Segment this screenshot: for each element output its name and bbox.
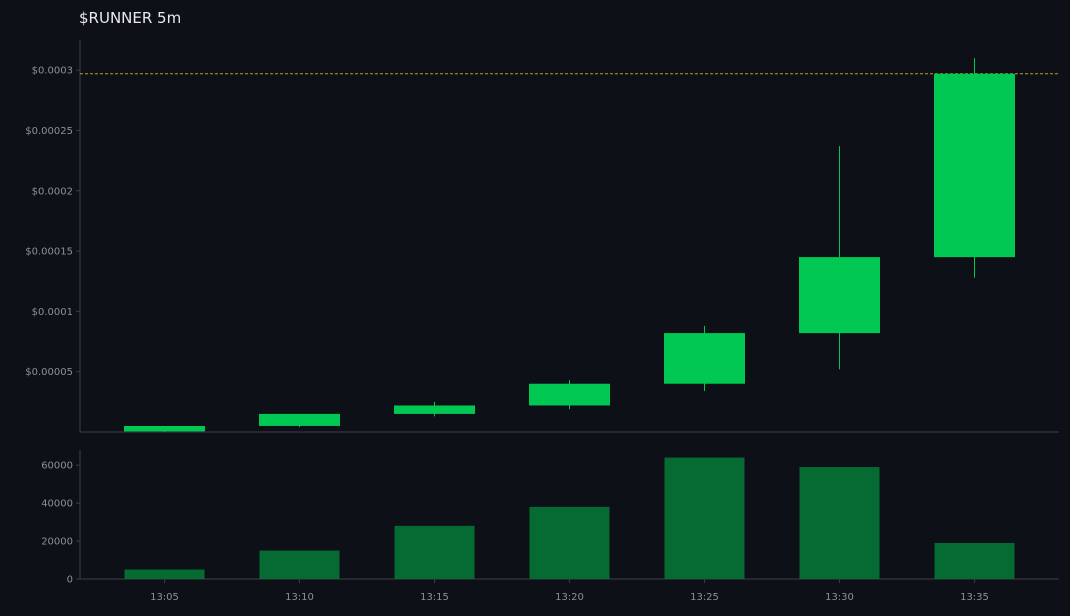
price-y-tick-label: $0.0002: [32, 186, 73, 197]
volume-panel: 0 20000 40000 60000 13:05 13:10 13:15 13:20 13:2…: [41, 450, 1059, 603]
volume-y-tick-label: 20000: [41, 537, 73, 548]
x-tick-label: 13:15: [420, 592, 449, 603]
x-tick-label: 13:35: [960, 592, 989, 603]
x-tick-label: 13:05: [150, 592, 179, 603]
volume-y-tick-label: 40000: [41, 499, 73, 510]
price-y-tick-label: $0.00025: [25, 126, 73, 137]
volume-bar: [394, 525, 475, 579]
chart-title: $RUNNER 5m: [79, 9, 182, 27]
volume-bar: [259, 550, 340, 579]
price-panel: $0.00005 $0.0001 $0.00015 $0.0002 $0.00025 $0…: [25, 40, 1059, 433]
candle-body: [259, 413, 340, 426]
volume-bar: [529, 506, 610, 579]
x-tick-label: 13:20: [555, 592, 584, 603]
volume-y-tick-label: 60000: [41, 461, 73, 472]
volume-y-tick-label: 0: [67, 575, 73, 586]
candle-body: [529, 383, 610, 406]
candle-body: [664, 333, 745, 384]
x-tick-label: 13:30: [825, 592, 854, 603]
candle-body: [799, 257, 880, 334]
volume-bar: [934, 542, 1015, 579]
candle-body: [934, 73, 1015, 258]
candle-body: [124, 425, 205, 432]
price-y-tick-label: $0.0001: [32, 307, 73, 318]
volume-bar: [124, 569, 205, 579]
volume-bar: [664, 457, 745, 579]
x-tick-label: 13:25: [690, 592, 719, 603]
price-y-tick-label: $0.0003: [32, 66, 73, 77]
x-tick-label: 13:10: [285, 592, 314, 603]
volume-bar: [799, 467, 880, 579]
candle-body: [394, 405, 475, 414]
price-y-tick-label: $0.00015: [25, 247, 73, 258]
price-y-tick-label: $0.00005: [25, 367, 73, 378]
